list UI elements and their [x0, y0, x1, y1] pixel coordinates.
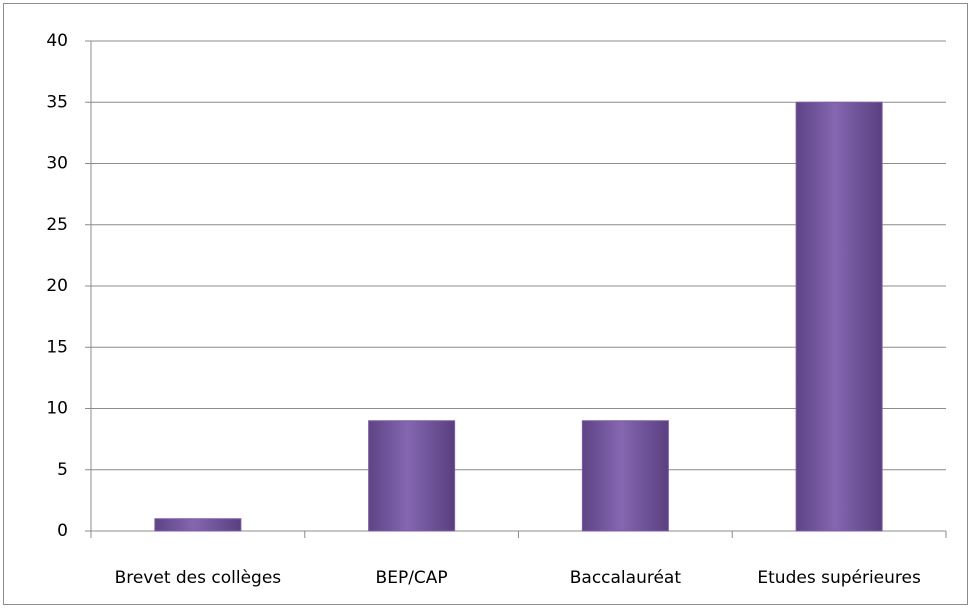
y-tick-label: 30: [46, 154, 68, 174]
y-tick-label: 15: [46, 337, 68, 357]
x-tick-label: BEP/CAP: [376, 568, 448, 588]
bar: [795, 101, 883, 532]
bar: [581, 420, 669, 532]
y-tick-label: 10: [46, 399, 68, 419]
x-tick-label: Baccalauréat: [570, 568, 682, 588]
bar: [154, 518, 242, 532]
x-tick-label: Etudes supérieures: [757, 568, 921, 588]
y-tick-label: 0: [57, 521, 68, 541]
y-tick-label: 40: [46, 31, 68, 51]
y-tick-label: 35: [46, 92, 68, 112]
x-tick-label: Brevet des collèges: [115, 568, 282, 588]
bar: [368, 420, 456, 532]
y-tick-label: 25: [46, 215, 68, 235]
y-tick-label: 5: [57, 460, 68, 480]
y-tick-label: 20: [46, 276, 68, 296]
